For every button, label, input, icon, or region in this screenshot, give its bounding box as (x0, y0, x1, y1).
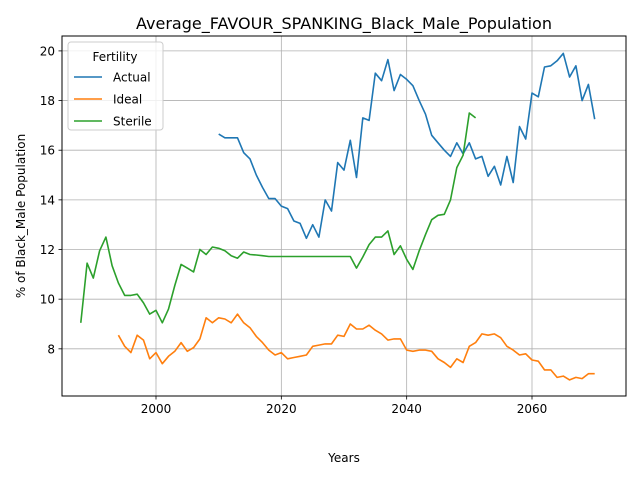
x-tick-label: 2060 (517, 402, 548, 416)
legend-title: Fertility (92, 50, 137, 64)
series-line-ideal (117, 313, 595, 381)
plot-frame (61, 35, 627, 397)
x-axis-label: Years (327, 451, 360, 465)
legend-label-sterile: Sterile (113, 115, 152, 129)
series-line-sterile (80, 112, 477, 324)
x-tick-label: 2000 (141, 402, 172, 416)
y-tick-label: 18 (40, 94, 55, 108)
y-tick-label: 8 (47, 342, 55, 356)
chart-title: Average_FAVOUR_SPANKING_Black_Male_Popul… (136, 14, 552, 34)
x-axis-ticks: 2000 2020 2040 2060 (141, 396, 548, 416)
y-axis-ticks: 8 10 12 14 16 18 20 (40, 44, 62, 356)
y-tick-label: 16 (40, 144, 55, 158)
legend: Fertility Actual Ideal Sterile (67, 41, 164, 131)
y-tick-label: 12 (40, 243, 55, 257)
series-line-actual (218, 52, 596, 240)
legend-label-actual: Actual (113, 71, 151, 85)
x-tick-label: 2040 (391, 402, 422, 416)
grid-lines (62, 36, 626, 396)
series-lines (80, 52, 596, 381)
legend-box (67, 41, 164, 131)
y-tick-label: 10 (40, 293, 55, 307)
legend-label-ideal: Ideal (113, 93, 142, 107)
y-tick-label: 20 (40, 44, 55, 58)
y-axis-label: % of Black_Male Population (14, 134, 28, 298)
y-tick-label: 14 (40, 193, 55, 207)
x-tick-label: 2020 (266, 402, 297, 416)
